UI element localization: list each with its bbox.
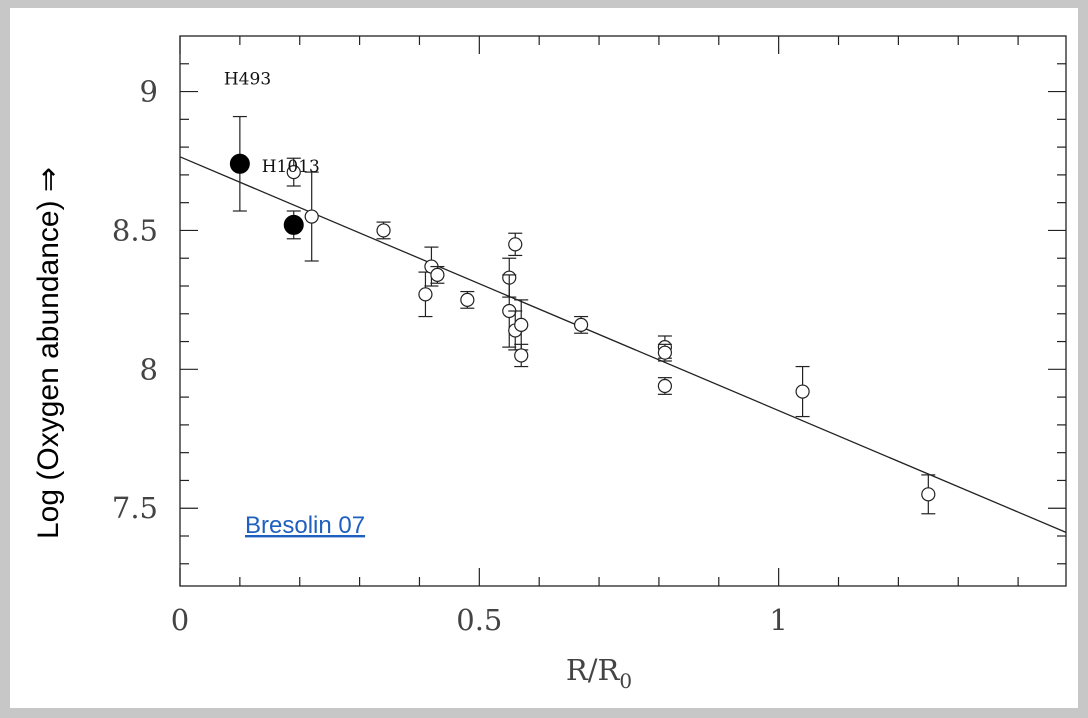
x-axis-label-subscript: 0 (619, 669, 632, 693)
y-tick-label: 8 (140, 352, 158, 386)
x-tick-label: 1 (769, 603, 787, 637)
data-point-open (430, 267, 445, 282)
y-tick-label: 8.5 (112, 213, 158, 247)
data-point-open (304, 209, 319, 224)
data-point-open (418, 287, 433, 302)
data-point-open (795, 384, 810, 399)
fit-line-group (179, 156, 1067, 533)
data-point-filled (229, 153, 250, 174)
point-label: H1013 (262, 157, 320, 177)
axis-tick-labels: 0 0.5 1 7.5 8 8.5 9 (112, 75, 788, 637)
axis-ticks (179, 36, 1066, 586)
data-point-filled (283, 214, 304, 235)
data-point-open (657, 378, 673, 394)
data-point-open (514, 317, 529, 332)
plot-frame (179, 35, 1067, 587)
point-label: H493 (224, 70, 271, 90)
y-tick-label: 9 (140, 75, 158, 109)
fit-line (179, 156, 1067, 533)
data-point-open (514, 348, 529, 363)
oxygen-abundance-chart: Log (Oxygen abundance) ⇒ 0 0.5 1 7.5 8 8.5 9 R… (32, 35, 1067, 693)
data-point-open (657, 345, 673, 360)
data-point-open (921, 487, 936, 502)
x-axis-label: R/R0 (566, 653, 632, 693)
data-point-open (376, 223, 391, 238)
data-points (229, 115, 936, 515)
data-point-open (286, 165, 301, 180)
bresolin-07-link[interactable]: Bresolin 07 (245, 512, 365, 539)
y-axis-label: Log (Oxygen abundance) ⇒ (32, 167, 65, 539)
x-tick-label: 0.5 (456, 603, 502, 637)
chart-frame: Log (Oxygen abundance) ⇒ 0 0.5 1 7.5 8 8.5 9 R… (10, 8, 1078, 708)
data-point-open (460, 292, 475, 307)
x-tick-label: 0 (171, 603, 189, 637)
data-point-open (508, 237, 523, 252)
data-point-open (573, 317, 589, 332)
point-labels: H493 H1013 (224, 70, 320, 178)
y-tick-label: 7.5 (112, 491, 158, 525)
